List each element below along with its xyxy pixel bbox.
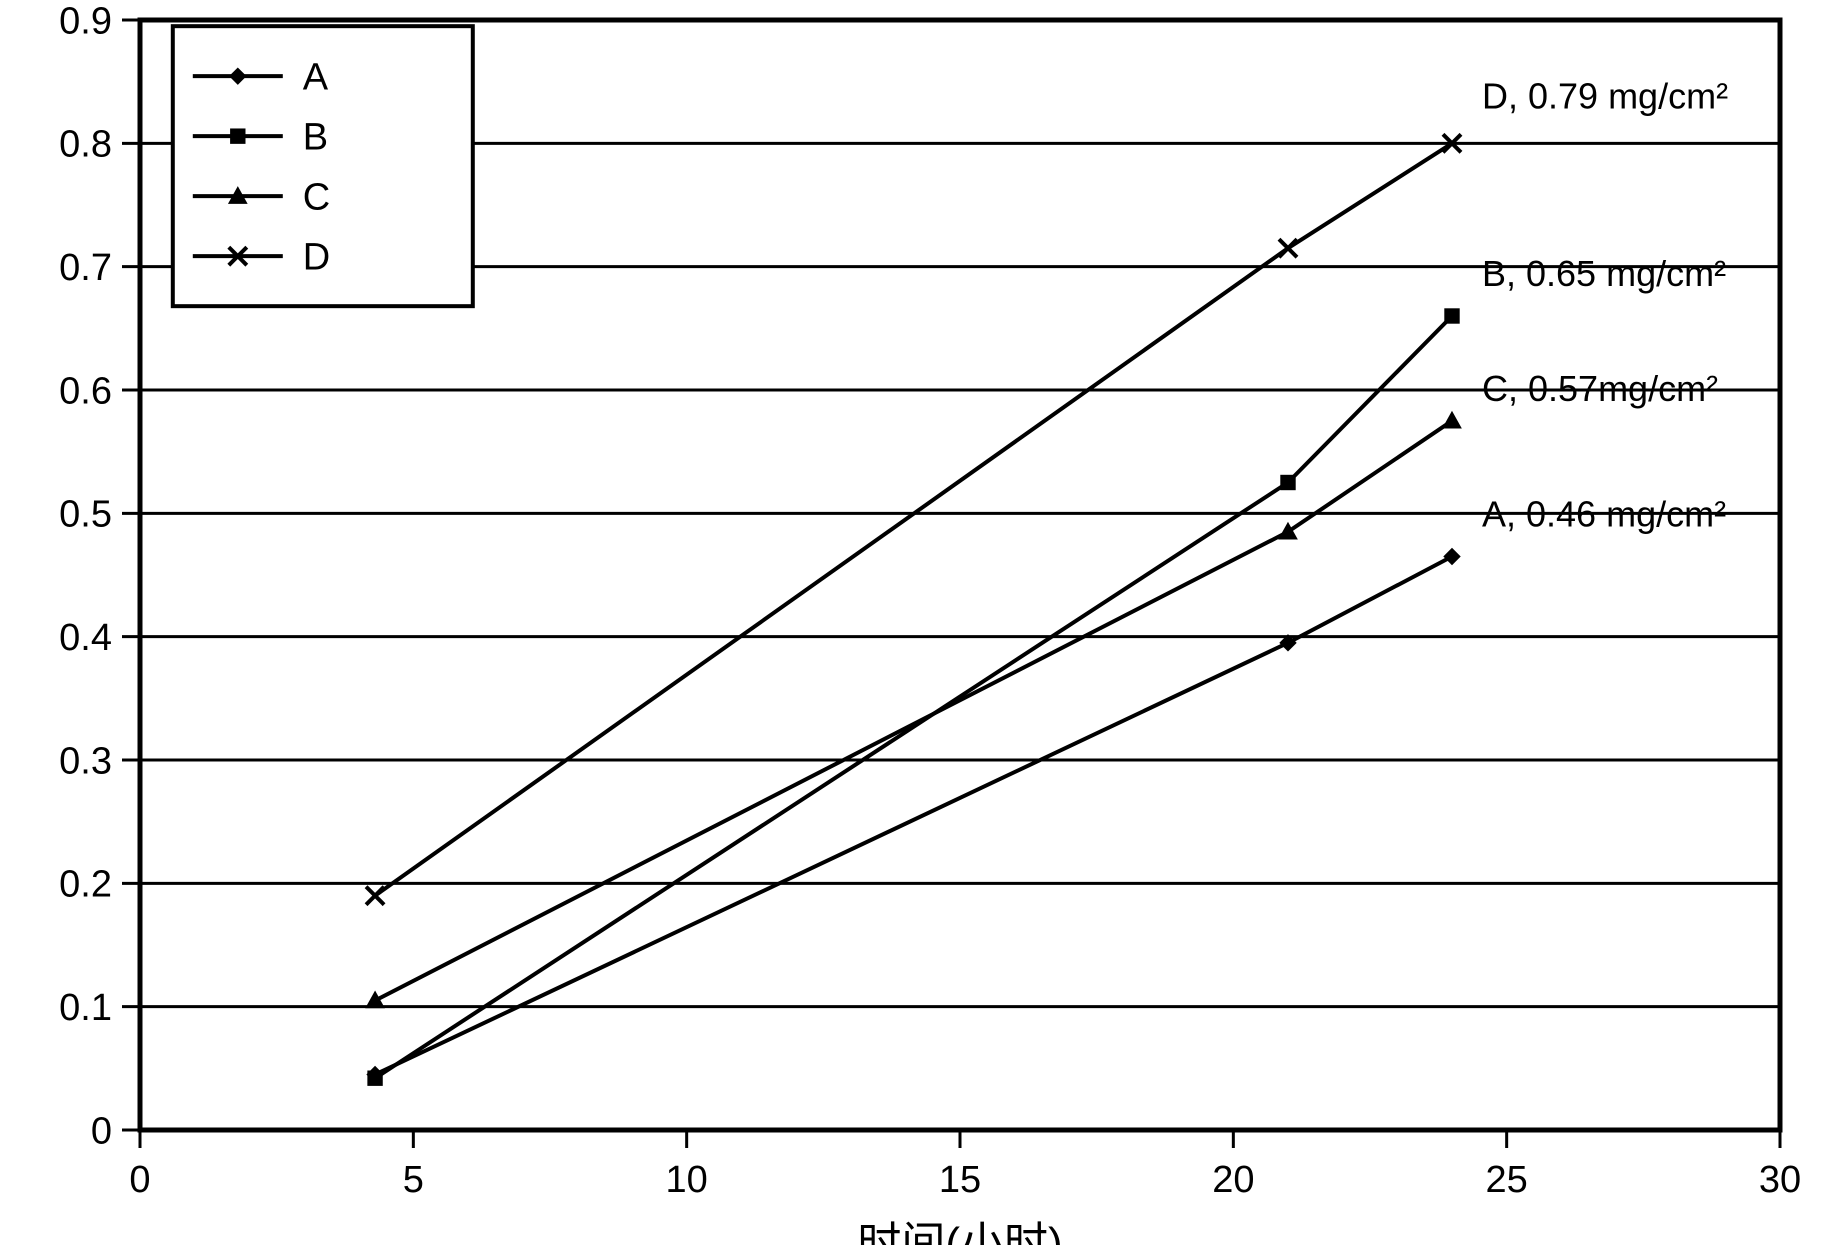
chart-svg: 0 5 10 15 20 25 30 0 0.1 0.2 0.3 0.4 0.5 0.6 0.7 0.8 0.9… xyxy=(0,0,1841,1245)
x-tick-label: 15 xyxy=(939,1159,981,1201)
x-tick-label: 25 xyxy=(1486,1159,1528,1201)
legend-label: B xyxy=(303,116,328,158)
y-tick-label: 0.9 xyxy=(59,0,112,42)
y-tick-label: 0.4 xyxy=(59,617,112,659)
y-tick-label: 0.7 xyxy=(59,247,112,289)
series-end-label-A: A, 0.46 mg/cm² xyxy=(1482,494,1726,535)
x-tick-label: 0 xyxy=(129,1159,150,1201)
x-tick-label: 10 xyxy=(666,1159,708,1201)
y-tick-label: 0.8 xyxy=(59,124,112,166)
y-tick-label: 0 xyxy=(91,1110,112,1152)
series-end-label-B: B, 0.65 mg/cm² xyxy=(1482,253,1726,294)
marker-square xyxy=(368,1071,382,1085)
line-chart: 0 5 10 15 20 25 30 0 0.1 0.2 0.3 0.4 0.5 0.6 0.7 0.8 0.9… xyxy=(0,0,1841,1245)
marker-square xyxy=(231,129,245,143)
x-tick-label: 5 xyxy=(403,1159,424,1201)
legend-label: D xyxy=(303,236,330,278)
marker-square xyxy=(1445,309,1459,323)
series-end-label-D: D, 0.79 mg/cm² xyxy=(1482,75,1728,116)
y-tick-label: 0.3 xyxy=(59,740,112,782)
legend-label: C xyxy=(303,176,330,218)
marker-square xyxy=(1281,475,1295,489)
x-tick-label: 20 xyxy=(1212,1159,1254,1201)
y-tick-label: 0.2 xyxy=(59,864,112,906)
x-axis-title: 时间(小时) xyxy=(857,1219,1062,1245)
x-tick-label: 30 xyxy=(1759,1159,1801,1201)
series-end-label-C: C, 0.57mg/cm² xyxy=(1482,368,1718,409)
y-tick-label: 0.1 xyxy=(59,987,112,1029)
y-tick-label: 0.6 xyxy=(59,370,112,412)
legend-label: A xyxy=(303,56,329,98)
y-tick-label: 0.5 xyxy=(59,494,112,536)
